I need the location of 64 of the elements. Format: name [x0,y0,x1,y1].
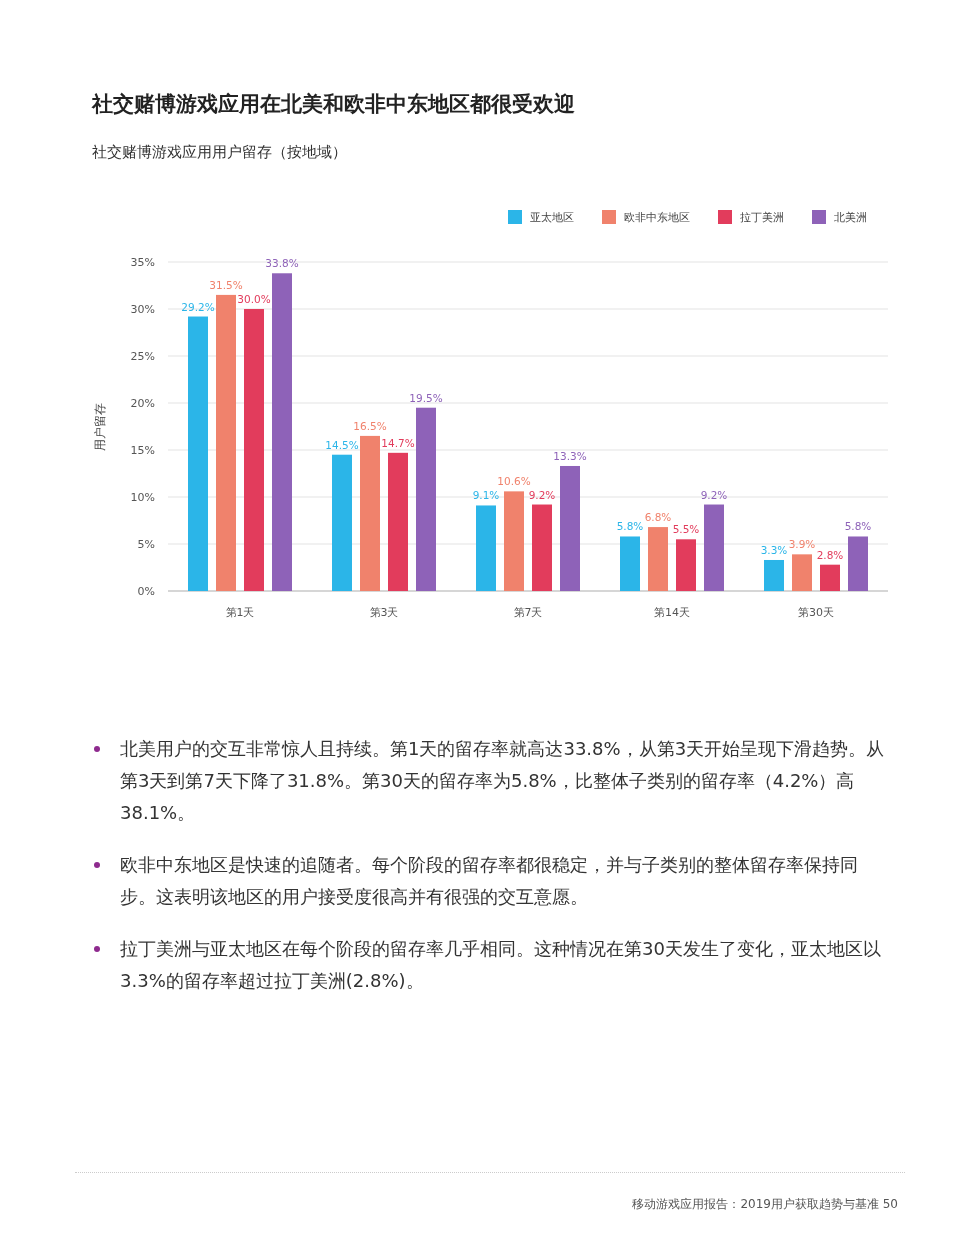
text: 北美用户的交互非常惊人且持续。第1天的留存率就高达33.8%，从第3天开始呈现下滑趋势。从第3天到第7天下降了31.8%。第30天的留存率为5.8%，比整体子类别的留存率（4.2%）高38.1%。 [92,733,892,829]
bar [820,564,840,591]
data-label: 31.5% [209,278,243,291]
legend-label: 北美洲 [834,211,867,224]
data-label: 13.3% [553,449,587,462]
bar [504,491,524,591]
legend-label: 亚太地区 [530,211,574,224]
bar [676,539,696,591]
data-label: 3.3% [760,543,788,556]
data-label: 16.5% [353,419,387,432]
y-tick-label: 10% [130,491,155,504]
bar [332,454,352,591]
data-label: 2.8% [816,548,844,561]
y-tick-label: 30% [130,303,155,316]
bar [792,554,812,591]
data-label: 5.8% [616,520,644,533]
bar [360,435,380,591]
y-tick-label: 20% [130,397,155,410]
bar [216,294,236,591]
data-label: 30.0% [237,293,271,305]
bar [848,536,868,591]
y-tick-label: 25% [130,350,155,363]
data-label: 33.8% [265,257,299,270]
chart-title: 社交赌博游戏应用在北美和欧非中东地区都很受欢迎 [92,91,575,118]
bar [188,316,208,591]
bar [272,273,292,591]
bar [764,559,784,591]
data-label: 5.8% [844,520,872,533]
bar [416,407,436,591]
data-label: 14.5% [325,438,359,451]
x-tick-label: 第30天 [798,606,834,619]
data-label: 6.8% [644,511,672,524]
data-label: 19.5% [409,391,443,404]
data-label: 9.2% [700,488,728,501]
data-label: 10.6% [497,475,531,488]
x-tick-label: 第3天 [369,606,399,619]
bar [704,504,724,591]
bar [476,505,496,591]
bar [620,536,640,591]
x-tick-label: 第1天 [225,606,255,619]
y-tick-label: 15% [130,444,155,457]
bar [532,504,552,591]
data-label: 9.2% [528,488,556,501]
chart-subtitle: 社交赌博游戏应用用户留存（按地域） [92,143,347,162]
data-label: 5.5% [672,523,700,536]
y-tick-label: 0% [137,585,155,598]
bar [244,309,264,591]
text: 拉丁美洲与亚太地区在每个阶段的留存率几乎相同。这种情况在第30天发生了变化，亚太地区以3.3%的留存率超过拉丁美洲(2.8%)。 [92,933,892,997]
x-tick-label: 第7天 [513,606,543,619]
bar [648,527,668,591]
y-axis-title: 用户留存 [93,402,107,451]
y-tick-label: 35% [130,256,155,269]
data-label: 29.2% [181,300,215,313]
y-tick-label: 5% [137,538,155,551]
text: 移动游戏应用报告：2019用户获取趋势与基准 50 [632,1196,898,1213]
legend-label: 欧非中东地区 [624,211,690,224]
bar [388,452,408,591]
data-label: 9.1% [472,489,500,502]
data-label: 14.7% [381,436,415,449]
text: 欧非中东地区是快速的追随者。每个阶段的留存率都很稳定，并与子类别的整体留存率保持同步。这表明该地区的用户接受度很高并有很强的交互意愿。 [92,849,892,913]
legend-label: 拉丁美洲 [740,211,784,224]
x-tick-label: 第14天 [654,606,690,619]
bar [560,465,580,591]
data-label: 3.9% [788,538,816,551]
